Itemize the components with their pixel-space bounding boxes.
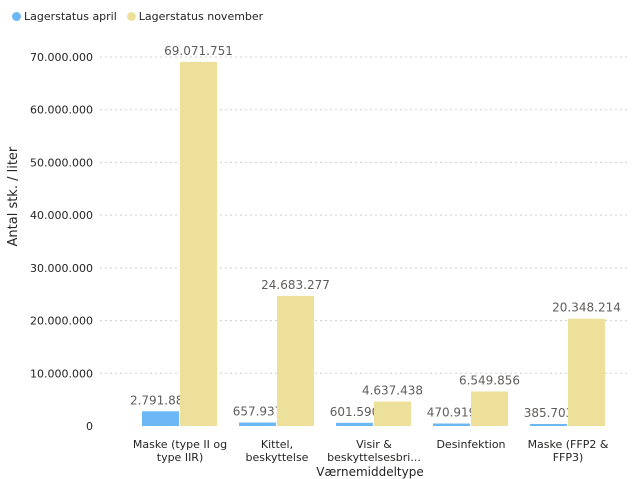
x-tick-label: FFP3) bbox=[553, 451, 584, 464]
y-tick-label: 50.000.000 bbox=[30, 156, 93, 169]
data-label: 69.071.751 bbox=[164, 44, 233, 58]
data-label: 2.791.884 bbox=[130, 393, 191, 407]
x-tick-label: Maske (FFP2 & bbox=[528, 438, 609, 451]
data-label: 4.637.438 bbox=[362, 384, 423, 398]
bar-april bbox=[336, 422, 373, 426]
legend-marker-april bbox=[12, 12, 21, 21]
legend-label-november: Lagerstatus november bbox=[138, 10, 264, 23]
bar-november bbox=[180, 61, 217, 427]
bar-november bbox=[277, 295, 314, 426]
legend-item-november[interactable]: Lagerstatus november bbox=[126, 10, 264, 23]
x-tick-label: Kittel, bbox=[261, 438, 293, 451]
y-tick-label: 30.000.000 bbox=[30, 262, 93, 275]
x-tick-label: type IIR) bbox=[157, 451, 204, 464]
bar-april bbox=[239, 422, 276, 426]
bar-april bbox=[433, 423, 470, 426]
x-tick-label: Maske (type II og bbox=[133, 438, 227, 451]
data-label: 657.937 bbox=[233, 405, 283, 419]
x-axis-title: Værnemiddeltype bbox=[316, 465, 423, 479]
data-label: 385.703 bbox=[524, 406, 574, 420]
legend-item-april[interactable]: Lagerstatus april bbox=[12, 10, 117, 23]
x-tick-label: beskyttelsesbri... bbox=[327, 451, 421, 464]
x-tick-label: Visir & bbox=[356, 438, 392, 451]
bar-april bbox=[142, 411, 179, 426]
y-tick-label: 20.000.000 bbox=[30, 315, 93, 328]
data-label: 24.683.277 bbox=[261, 278, 330, 292]
y-tick-label: 70.000.000 bbox=[30, 51, 93, 64]
legend-marker-november bbox=[126, 12, 136, 21]
x-tick-label: Desinfektion bbox=[436, 438, 505, 451]
legend-label-april: Lagerstatus april bbox=[24, 10, 117, 23]
data-label: 6.549.856 bbox=[459, 373, 520, 387]
bar-november bbox=[471, 391, 508, 426]
data-label: 601.590 bbox=[330, 405, 380, 419]
y-tick-label: 60.000.000 bbox=[30, 104, 93, 117]
bar-november bbox=[374, 401, 411, 426]
legend: Lagerstatus april Lagerstatus november bbox=[12, 10, 267, 23]
y-tick-label: 40.000.000 bbox=[30, 209, 93, 222]
x-tick-label: beskyttelse bbox=[246, 451, 309, 464]
data-label: 470.919 bbox=[427, 406, 477, 420]
y-tick-label: 0 bbox=[86, 420, 93, 433]
bar-april bbox=[530, 423, 567, 426]
y-tick-label: 10.000.000 bbox=[30, 367, 93, 380]
data-label: 20.348.214 bbox=[552, 301, 621, 315]
bar-november bbox=[568, 318, 605, 426]
